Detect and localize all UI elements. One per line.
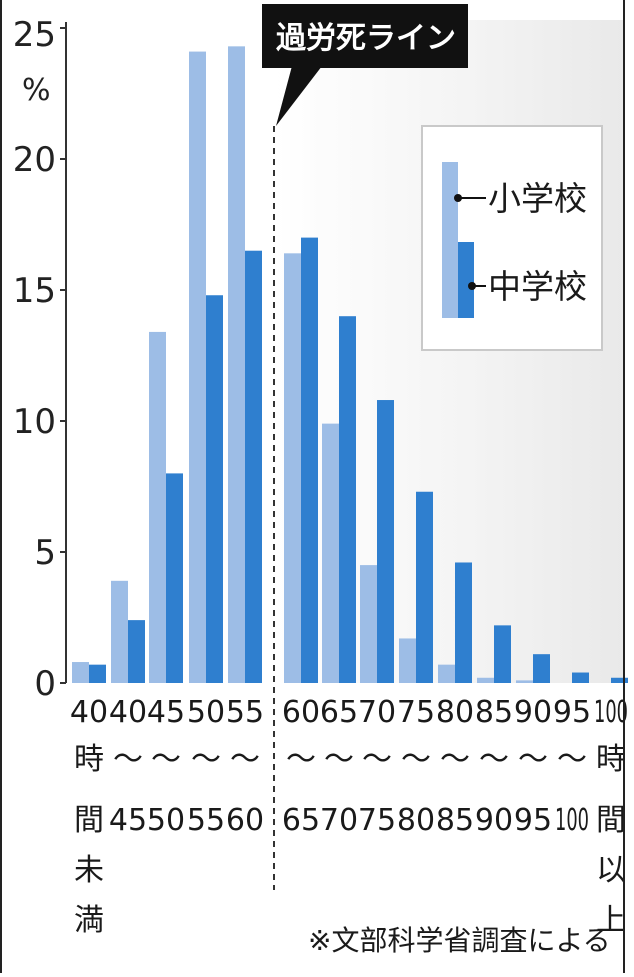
bar-junior-high: [339, 316, 356, 683]
legend: 小学校 中学校: [421, 125, 603, 351]
x-tick-label: 〜: [286, 742, 316, 777]
bar-elementary: [438, 664, 455, 683]
bar-elementary: [72, 662, 89, 683]
bar-elementary: [149, 331, 166, 683]
callout-pointer: [276, 66, 322, 126]
bar-junior-high: [377, 400, 394, 683]
x-tick-label: 80: [436, 695, 474, 730]
overwork-callout: 過労死ライン: [262, 4, 468, 126]
x-tick-label: 65: [320, 695, 358, 730]
bar-elementary: [399, 638, 416, 683]
x-tick-label: 90: [475, 803, 513, 838]
x-tick-label: 100: [555, 803, 589, 838]
x-tick-label: 80: [397, 803, 435, 838]
legend-label-junior-high: 中学校: [488, 267, 587, 306]
bar-elementary: [189, 51, 206, 683]
y-tick-label: 5: [34, 533, 56, 573]
x-tick-label: 70: [358, 695, 396, 730]
bar-elementary: [477, 677, 494, 683]
x-tick-label: 65: [282, 803, 320, 838]
bar-junior-high: [166, 473, 183, 683]
x-tick-label: 55: [226, 695, 264, 730]
bar-elementary: [111, 580, 128, 683]
y-unit-label: %: [22, 73, 51, 108]
x-tick-label: 時: [74, 742, 104, 777]
x-tick-label: 時: [596, 742, 626, 777]
x-tick-label: 70: [320, 803, 358, 838]
bars: [72, 46, 628, 683]
x-tick-label: 85: [436, 803, 474, 838]
x-tick-label: 75: [358, 803, 396, 838]
bar-junior-high: [128, 620, 145, 683]
bar-elementary: [516, 680, 533, 683]
x-tick-label: 75: [397, 695, 435, 730]
y-ticks: 0 5 10 15 20 25: [13, 15, 66, 704]
x-tick-label: 100: [594, 695, 628, 730]
bar-junior-high: [301, 237, 318, 683]
callout-box: [262, 4, 468, 68]
bar-junior-high: [89, 664, 106, 683]
bar-junior-high: [494, 625, 511, 683]
x-tick-label: 〜: [479, 742, 509, 777]
x-tick-label: 〜: [440, 742, 470, 777]
x-labels: 40時間未満40〜4545〜5050〜5555〜6060〜6565〜7070〜7…: [70, 695, 628, 938]
x-tick-label: 40: [109, 695, 147, 730]
bar-junior-high: [455, 562, 472, 683]
bar-junior-high: [572, 672, 589, 683]
y-tick-label: 10: [13, 402, 56, 442]
x-tick-label: 満: [74, 903, 104, 938]
x-tick-label: 60: [282, 695, 320, 730]
legend-label-elementary: 小学校: [488, 179, 587, 218]
bar-junior-high: [611, 677, 628, 683]
x-tick-label: 以: [596, 853, 626, 888]
x-tick-label: 〜: [401, 742, 431, 777]
x-tick-label: 〜: [230, 742, 260, 777]
source-note: ※文部科学省調査による: [308, 924, 611, 957]
x-tick-label: 60: [226, 803, 264, 838]
legend-swatch-elementary: [442, 162, 458, 318]
x-tick-label: 95: [553, 695, 591, 730]
bar-junior-high: [533, 654, 550, 683]
y-tick-label: 15: [13, 271, 56, 311]
x-tick-label: 90: [514, 695, 552, 730]
x-tick-label: 50: [187, 695, 225, 730]
x-tick-label: 85: [475, 695, 513, 730]
x-tick-label: 〜: [191, 742, 221, 777]
x-tick-label: 50: [147, 803, 185, 838]
x-tick-label: 〜: [362, 742, 392, 777]
bar-elementary: [322, 423, 339, 683]
x-tick-label: 95: [514, 803, 552, 838]
bar-junior-high: [245, 250, 262, 683]
y-tick-label: 25: [13, 15, 56, 55]
x-tick-label: 上: [596, 903, 626, 938]
bar-junior-high: [416, 491, 433, 683]
bar-junior-high: [206, 295, 223, 683]
x-tick-label: 45: [147, 695, 185, 730]
callout-text: 過労死ライン: [276, 21, 456, 56]
x-tick-label: 〜: [151, 742, 181, 777]
bar-elementary: [228, 46, 245, 683]
x-tick-label: 40: [70, 695, 108, 730]
x-tick-label: 45: [109, 803, 147, 838]
x-tick-label: 55: [187, 803, 225, 838]
x-tick-label: 〜: [324, 742, 354, 777]
x-tick-label: 未: [74, 853, 104, 888]
legend-swatch-junior-high: [458, 242, 474, 318]
y-tick-label: 20: [13, 140, 56, 180]
x-tick-label: 〜: [557, 742, 587, 777]
x-tick-label: 間: [596, 803, 626, 838]
x-tick-label: 〜: [518, 742, 548, 777]
bar-elementary: [360, 565, 377, 683]
x-tick-label: 間: [74, 803, 104, 838]
x-tick-label: 〜: [113, 742, 143, 777]
y-tick-label: 0: [34, 664, 56, 704]
bar-elementary: [284, 253, 301, 683]
